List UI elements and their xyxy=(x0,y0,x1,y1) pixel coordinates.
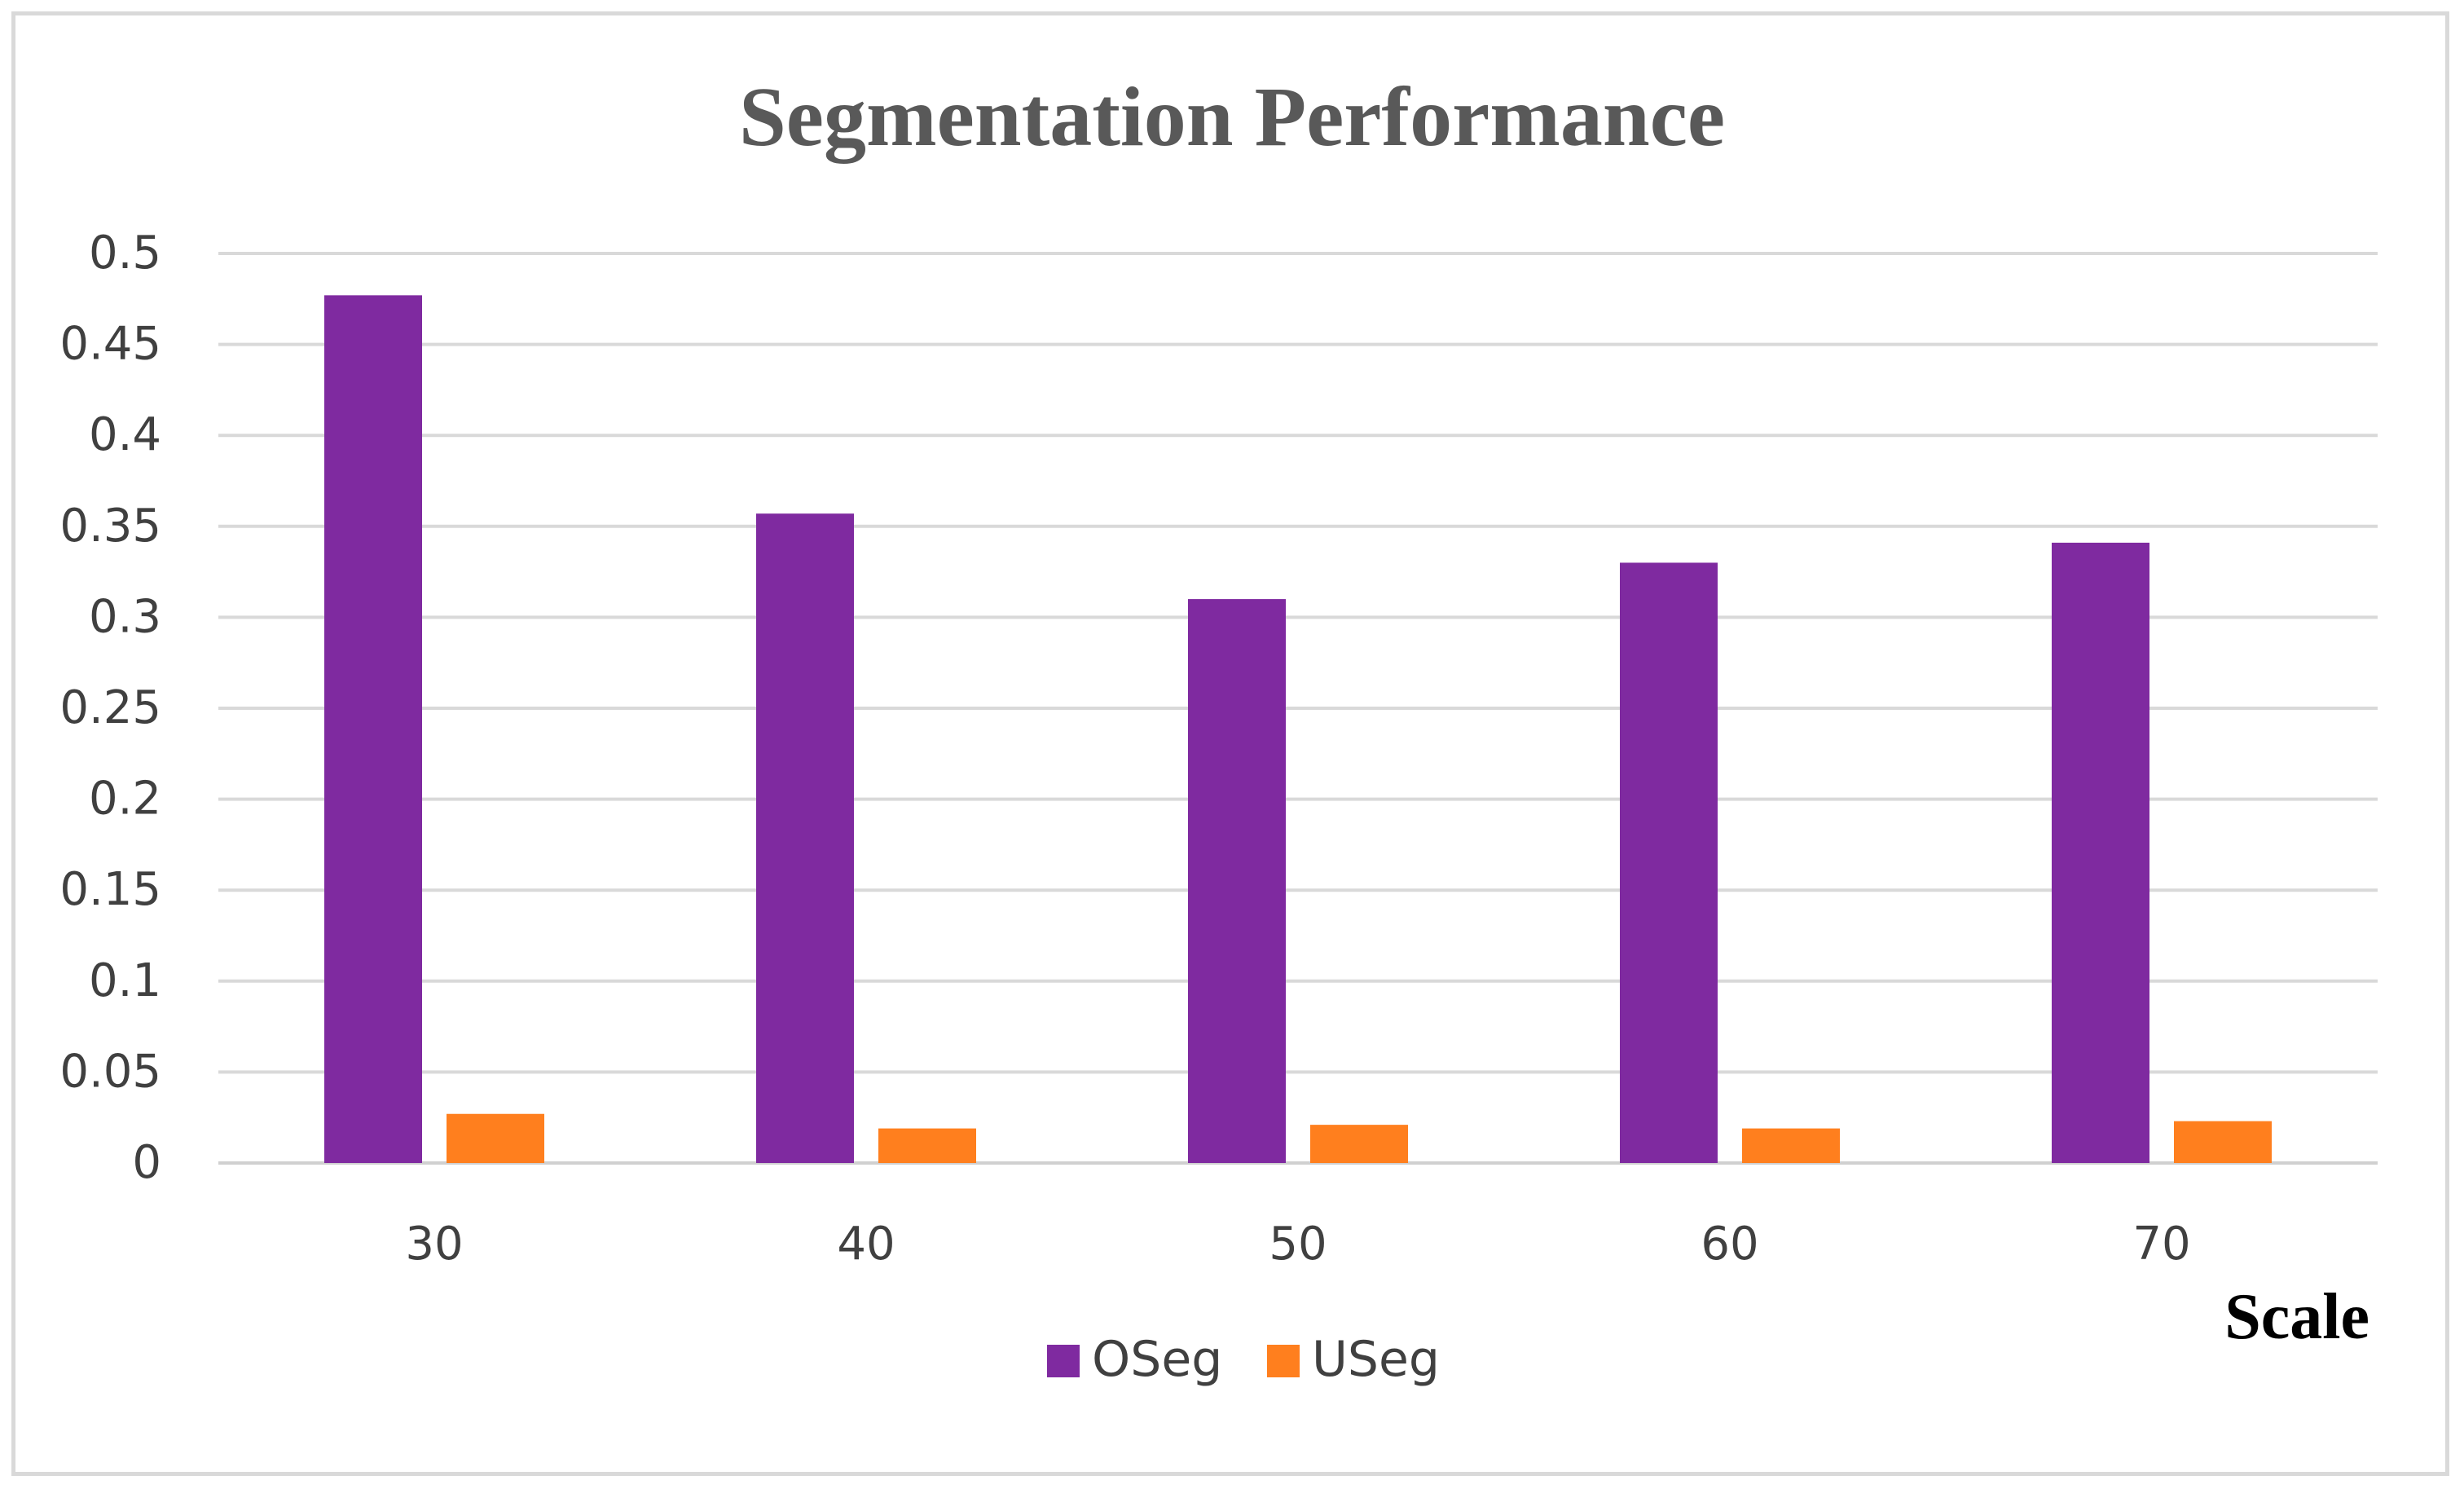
chart-title: Segmentation Performance xyxy=(739,70,1725,164)
bar-oseg-40 xyxy=(756,513,854,1163)
bar-oseg-70 xyxy=(2052,542,2149,1163)
x-axis-title: Scale xyxy=(2224,1281,2369,1353)
legend-label-oseg: OSeg xyxy=(1092,1331,1222,1388)
bar-useg-50 xyxy=(1310,1125,1408,1163)
y-tick-label: 0.2 xyxy=(89,773,161,826)
y-tick-label: 0.3 xyxy=(89,590,161,643)
x-tick-label: 30 xyxy=(405,1218,463,1271)
y-tick-label: 0.4 xyxy=(89,408,161,461)
x-tick-label: 60 xyxy=(1701,1218,1758,1271)
y-tick-label: 0.5 xyxy=(89,227,161,280)
x-tick-label: 50 xyxy=(1269,1218,1327,1271)
y-tick-label: 0.35 xyxy=(59,500,161,553)
legend-swatch-useg xyxy=(1267,1345,1300,1377)
y-tick-label: 0.25 xyxy=(59,681,161,734)
legend: OSeg USeg xyxy=(1047,1331,1440,1388)
bar-useg-60 xyxy=(1742,1128,1840,1163)
x-tick-label: 70 xyxy=(2132,1218,2190,1271)
bars xyxy=(324,295,2272,1164)
y-tick-label: 0.05 xyxy=(59,1045,161,1098)
y-tick-label: 0.1 xyxy=(89,954,161,1007)
legend-label-useg: USeg xyxy=(1312,1331,1440,1388)
y-tick-label: 0.15 xyxy=(59,863,161,916)
bar-useg-40 xyxy=(878,1128,976,1163)
x-axis-tick-labels: 30 40 50 60 70 xyxy=(405,1218,2190,1271)
y-tick-label: 0.45 xyxy=(59,318,161,371)
bar-useg-70 xyxy=(2174,1121,2272,1163)
bar-oseg-60 xyxy=(1620,562,1718,1163)
bar-oseg-50 xyxy=(1188,599,1286,1163)
y-axis-tick-labels: 0 0.05 0.1 0.15 0.2 0.25 0.3 0.35 0.4 0.45 0.5 xyxy=(59,227,161,1189)
legend-swatch-oseg xyxy=(1047,1345,1080,1377)
y-tick-label: 0 xyxy=(132,1136,161,1189)
bar-useg-30 xyxy=(447,1113,544,1163)
x-tick-label: 40 xyxy=(837,1218,895,1271)
grid-lines xyxy=(218,252,2378,1165)
bar-oseg-30 xyxy=(324,295,422,1164)
